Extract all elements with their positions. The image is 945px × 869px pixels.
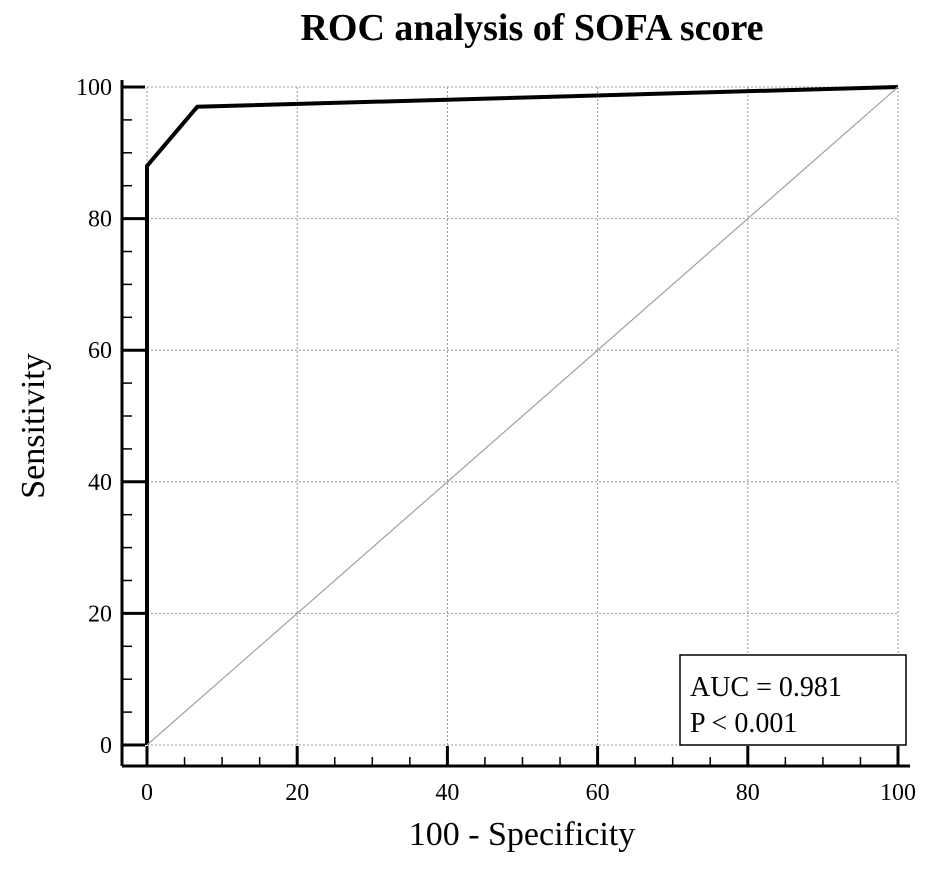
legend-box: AUC = 0.981 P < 0.001 [679, 654, 907, 746]
p-value-label: P < 0.001 [690, 708, 797, 739]
y-tick-label: 40 [88, 470, 112, 496]
x-tick-label: 100 [880, 780, 916, 806]
grid [146, 86, 899, 746]
tick-labels: 0 20 40 60 80 100 0 20 40 60 80 100 [76, 75, 916, 806]
x-axis-label: 100 - Specificity [409, 816, 636, 853]
y-tick-label: 100 [76, 75, 112, 101]
y-tick-label: 80 [88, 207, 112, 233]
chart-title: ROC analysis of SOFA score [300, 7, 763, 49]
y-tick-label: 20 [88, 601, 112, 627]
series [145, 85, 899, 746]
y-axis-label: Sensitivity [15, 353, 52, 498]
x-tick-label: 40 [435, 780, 459, 806]
x-tick-label: 60 [586, 780, 610, 806]
annotation-box [679, 654, 907, 746]
roc-curve [145, 85, 899, 745]
x-tick-label: 20 [285, 780, 309, 806]
x-tick-label: 80 [736, 780, 760, 806]
reference-diagonal-line [146, 86, 899, 746]
y-tick-label: 60 [88, 338, 112, 364]
y-tick-label: 0 [100, 733, 112, 759]
axes [120, 80, 910, 768]
auc-label: AUC = 0.981 [690, 672, 842, 703]
x-tick-label: 0 [141, 780, 153, 806]
